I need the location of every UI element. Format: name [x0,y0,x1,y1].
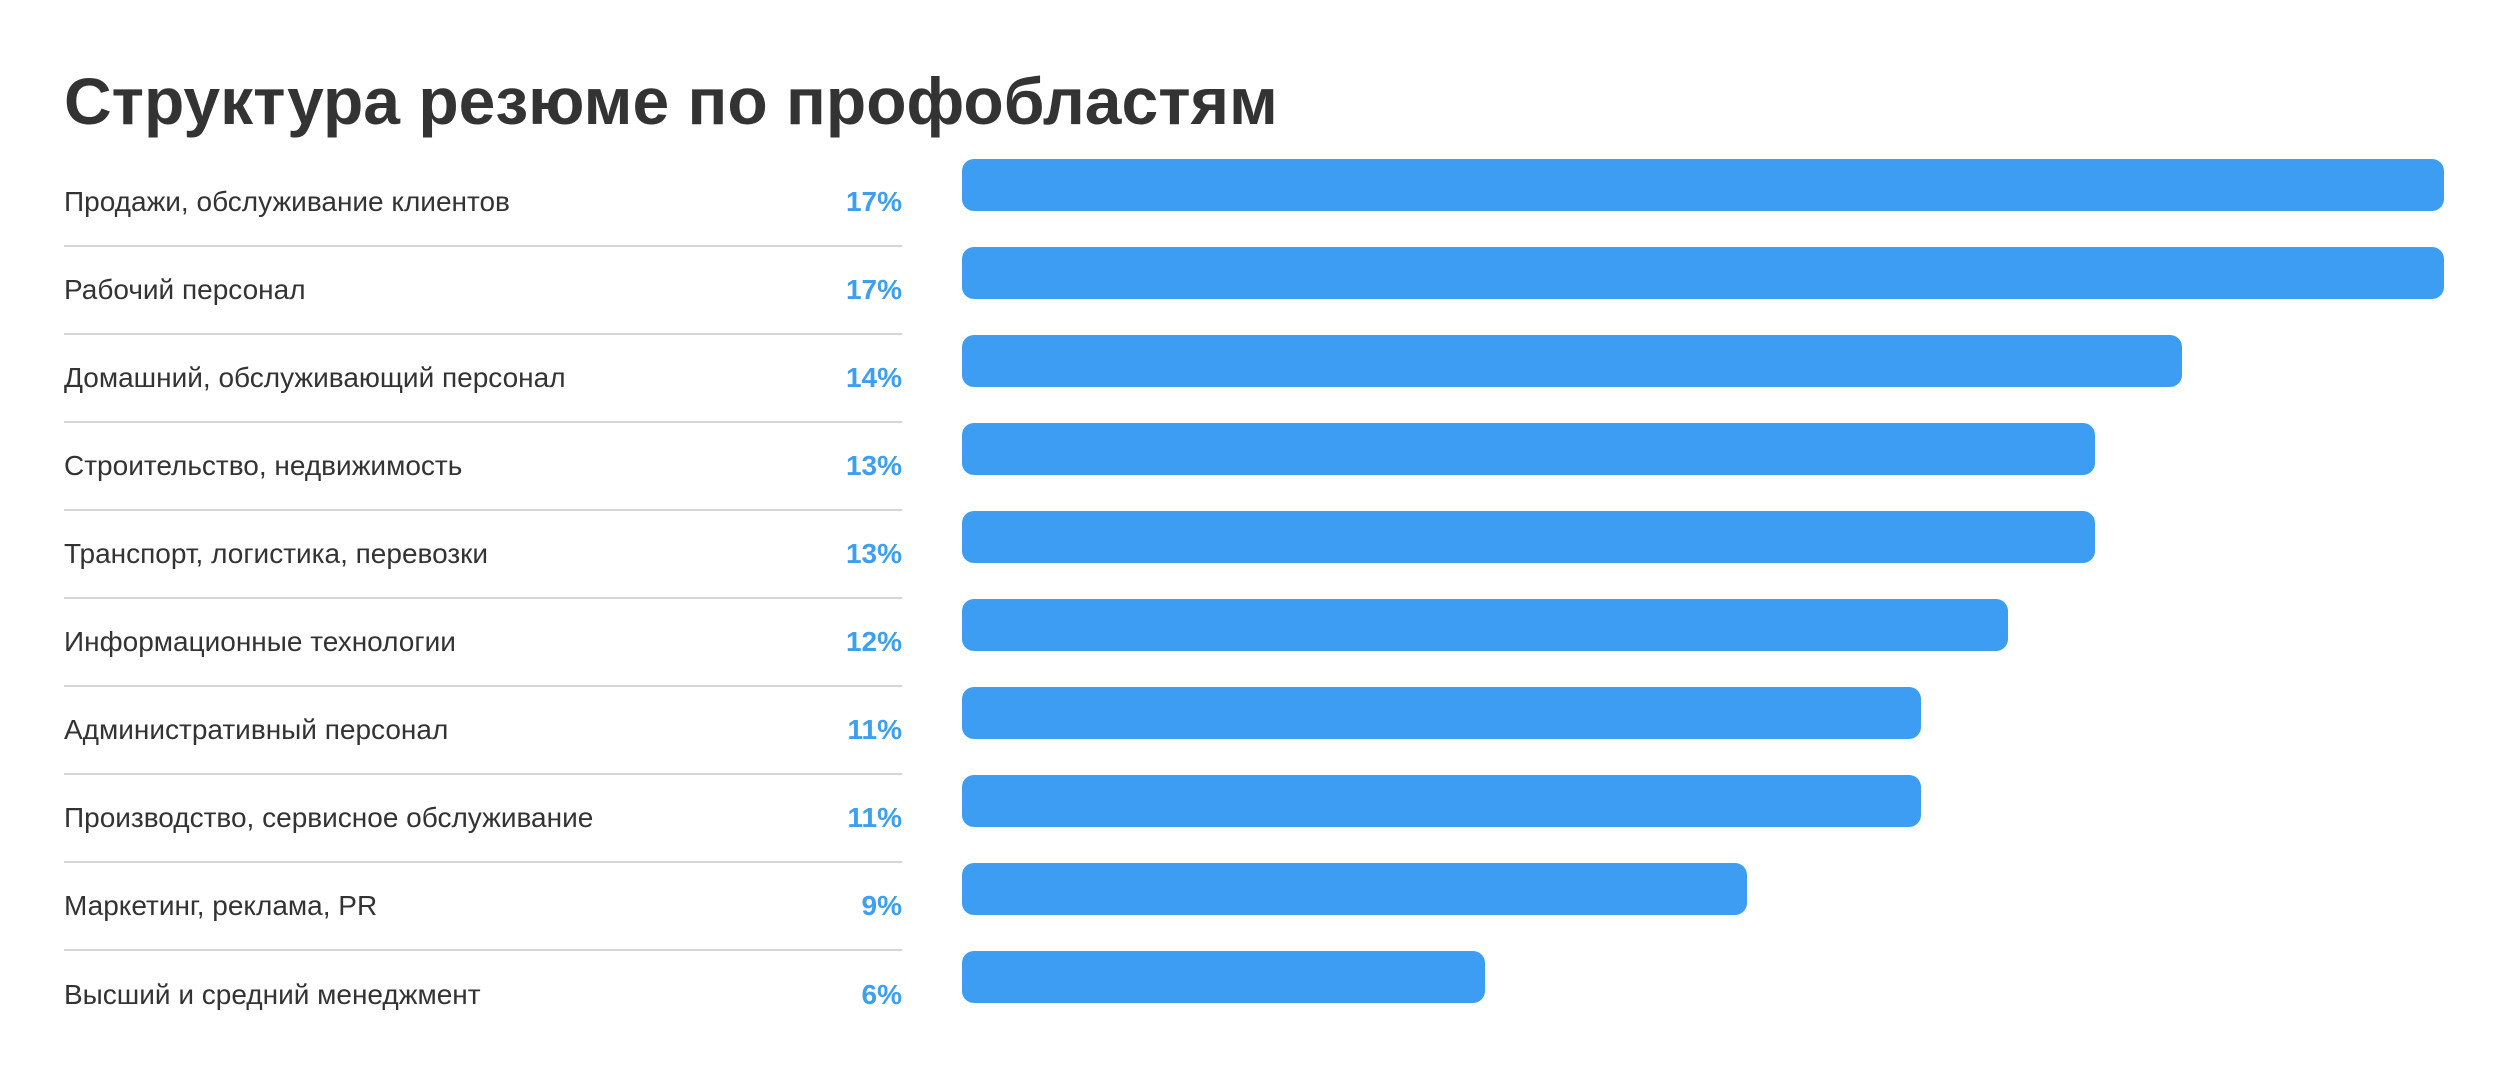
category-row-label: Административный персонал 11% [64,687,902,775]
value-label: 13% [845,538,902,569]
category-row-label: Высший и средний менеджмент 6% [64,951,902,1039]
value-label: 14% [845,362,902,393]
category-row-label: Информационные технологии 12% [64,599,902,687]
chart-row: Продажи, обслуживание клиентов 17% [64,159,2444,247]
chart-row: Административный персонал 11% [64,687,2444,775]
value-label: 12% [845,626,902,657]
category-label: Домашний, обслуживающий персонал [64,362,566,393]
category-label: Рабочий персонал [64,274,306,305]
category-row-label: Производство, сервисное обслуживание 11% [64,775,902,863]
chart-row: Домашний, обслуживающий персонал 14% [64,335,2444,423]
category-label: Продажи, обслуживание клиентов [64,186,510,217]
category-label: Информационные технологии [64,626,456,657]
category-label: Производство, сервисное обслуживание [64,802,594,833]
chart-row: Строительство, недвижимость 13% [64,423,2444,511]
category-row-label: Рабочий персонал 17% [64,247,902,335]
category-row-label: Строительство, недвижимость 13% [64,423,902,511]
value-label: 6% [861,979,902,1010]
category-label: Высший и средний менеджмент [64,979,481,1010]
value-label: 9% [861,890,902,921]
bar-track [962,511,2444,599]
chart-title: Структура резюме по профобластям [64,64,1278,138]
category-label: Маркетинг, реклама, PR [64,890,378,921]
chart-row: Маркетинг, реклама, PR 9% [64,863,2444,951]
chart-row: Высший и средний менеджмент 6% [64,951,2444,1039]
bar-track [962,335,2444,423]
bar-chart: Структура резюме по профобластям Продажи… [64,60,2444,1039]
bar [962,511,2095,563]
bar-track [962,863,2444,951]
bar-track [962,423,2444,511]
category-label: Административный персонал [64,714,449,745]
category-label: Строительство, недвижимость [64,450,463,481]
bar [962,423,2095,475]
category-label: Транспорт, логистика, перевозки [64,538,489,569]
value-label: 11% [847,802,903,833]
bar-track [962,159,2444,247]
chart-row: Транспорт, логистика, перевозки 13% [64,511,2444,599]
bar-track [962,247,2444,335]
value-label: 17% [845,274,902,305]
bar-track [962,599,2444,687]
bar [962,599,2008,651]
category-row-label: Маркетинг, реклама, PR 9% [64,863,902,951]
chart-row: Рабочий персонал 17% [64,247,2444,335]
value-label: 13% [845,450,902,481]
chart-row: Информационные технологии 12% [64,599,2444,687]
chart-rows: Продажи, обслуживание клиентов 17% Рабочий… [64,159,2444,1039]
bar [962,247,2444,299]
bar-track [962,951,2444,1039]
value-label: 17% [845,186,902,217]
chart-row: Производство, сервисное обслуживание 11% [64,775,2444,863]
bar-track [962,775,2444,863]
bar-track [962,687,2444,775]
value-label: 11% [847,714,903,745]
category-row-label: Продажи, обслуживание клиентов 17% [64,159,902,247]
bar [962,687,1921,739]
bar [962,863,1747,915]
bar [962,159,2444,211]
bar [962,335,2182,387]
bar [962,775,1921,827]
category-row-label: Домашний, обслуживающий персонал 14% [64,335,902,423]
category-row-label: Транспорт, логистика, перевозки 13% [64,511,902,599]
bar [962,951,1485,1003]
